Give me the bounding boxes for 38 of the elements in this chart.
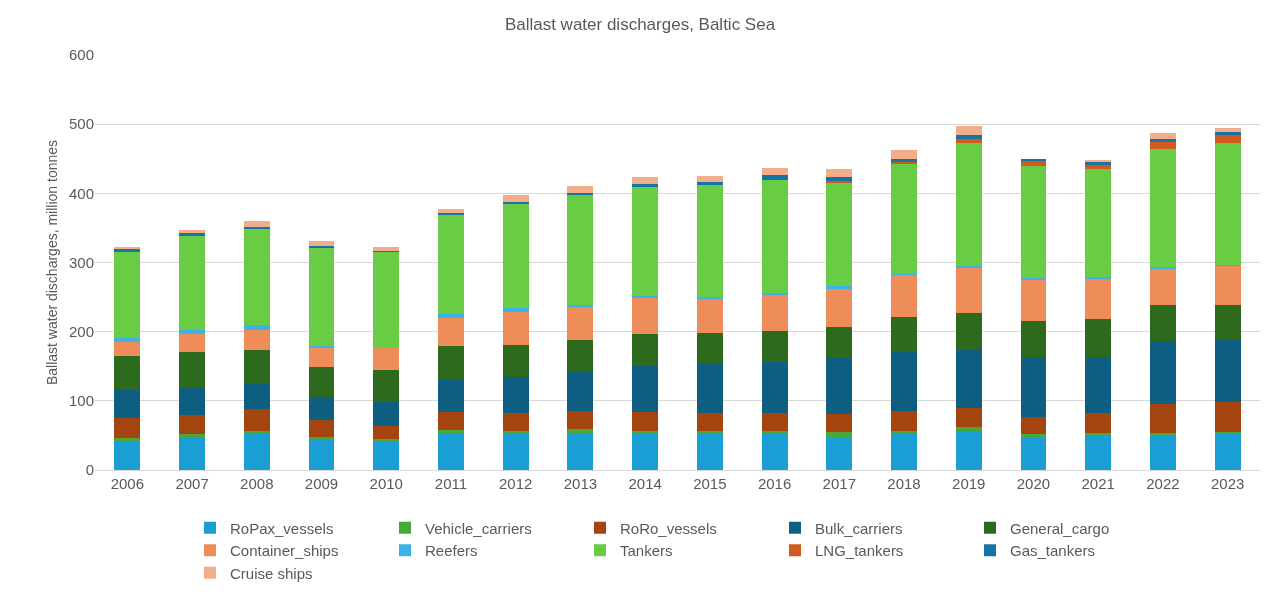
legend-label: Vehicle_carriers [425, 519, 532, 537]
x-tick-label: 2006 [110, 475, 145, 492]
x-tick-label: 2022 [1146, 475, 1180, 492]
legend-label: LNG_tankers [815, 542, 904, 560]
x-tick-label: 2011 [434, 475, 468, 492]
legend-label: RoPax_vessels [230, 519, 334, 537]
y-tick-label: 300 [68, 253, 94, 271]
legend-label: Bulk_carriers [815, 519, 903, 537]
x-tick-label: 2017 [822, 475, 856, 492]
y-tick-label: 600 [68, 46, 94, 64]
x-tick-label: 2012 [499, 475, 533, 492]
y-tick-label: 200 [68, 322, 94, 340]
x-tick-label: 2009 [304, 475, 339, 492]
legend-label: Container_ships [230, 542, 339, 560]
x-tick-label: 2013 [563, 475, 598, 492]
legend-label: Cruise ships [230, 564, 313, 582]
legend-label: RoRo_vessels [620, 519, 717, 537]
x-tick-label: 2016 [757, 475, 792, 492]
x-tick-label: 2023 [1210, 475, 1245, 492]
y-tick-label: 0 [85, 461, 94, 479]
x-tick-label: 2015 [693, 475, 727, 492]
chart-title: Ballast water discharges, Baltic Sea [504, 14, 776, 34]
x-tick-label: 2010 [369, 475, 403, 492]
x-tick-label: 2020 [1016, 475, 1051, 492]
x-tick-label: 2019 [952, 475, 986, 492]
y-tick-label: 100 [68, 392, 94, 410]
legend-label: Tankers [620, 542, 673, 560]
legend-label: General_cargo [1010, 519, 1110, 537]
x-tick-label: 2014 [628, 475, 662, 492]
x-tick-label: 2008 [240, 475, 274, 492]
legend-label: Reefers [425, 542, 478, 560]
y-tick-label: 500 [68, 115, 94, 133]
x-tick-label: 2018 [887, 475, 921, 492]
x-tick-label: 2007 [175, 475, 209, 492]
legend-label: Gas_tankers [1010, 542, 1096, 560]
x-tick-label: 2021 [1081, 475, 1115, 492]
y-tick-label: 400 [68, 184, 94, 202]
y-axis-title: Ballast water discharges, million tonnes [44, 139, 60, 386]
